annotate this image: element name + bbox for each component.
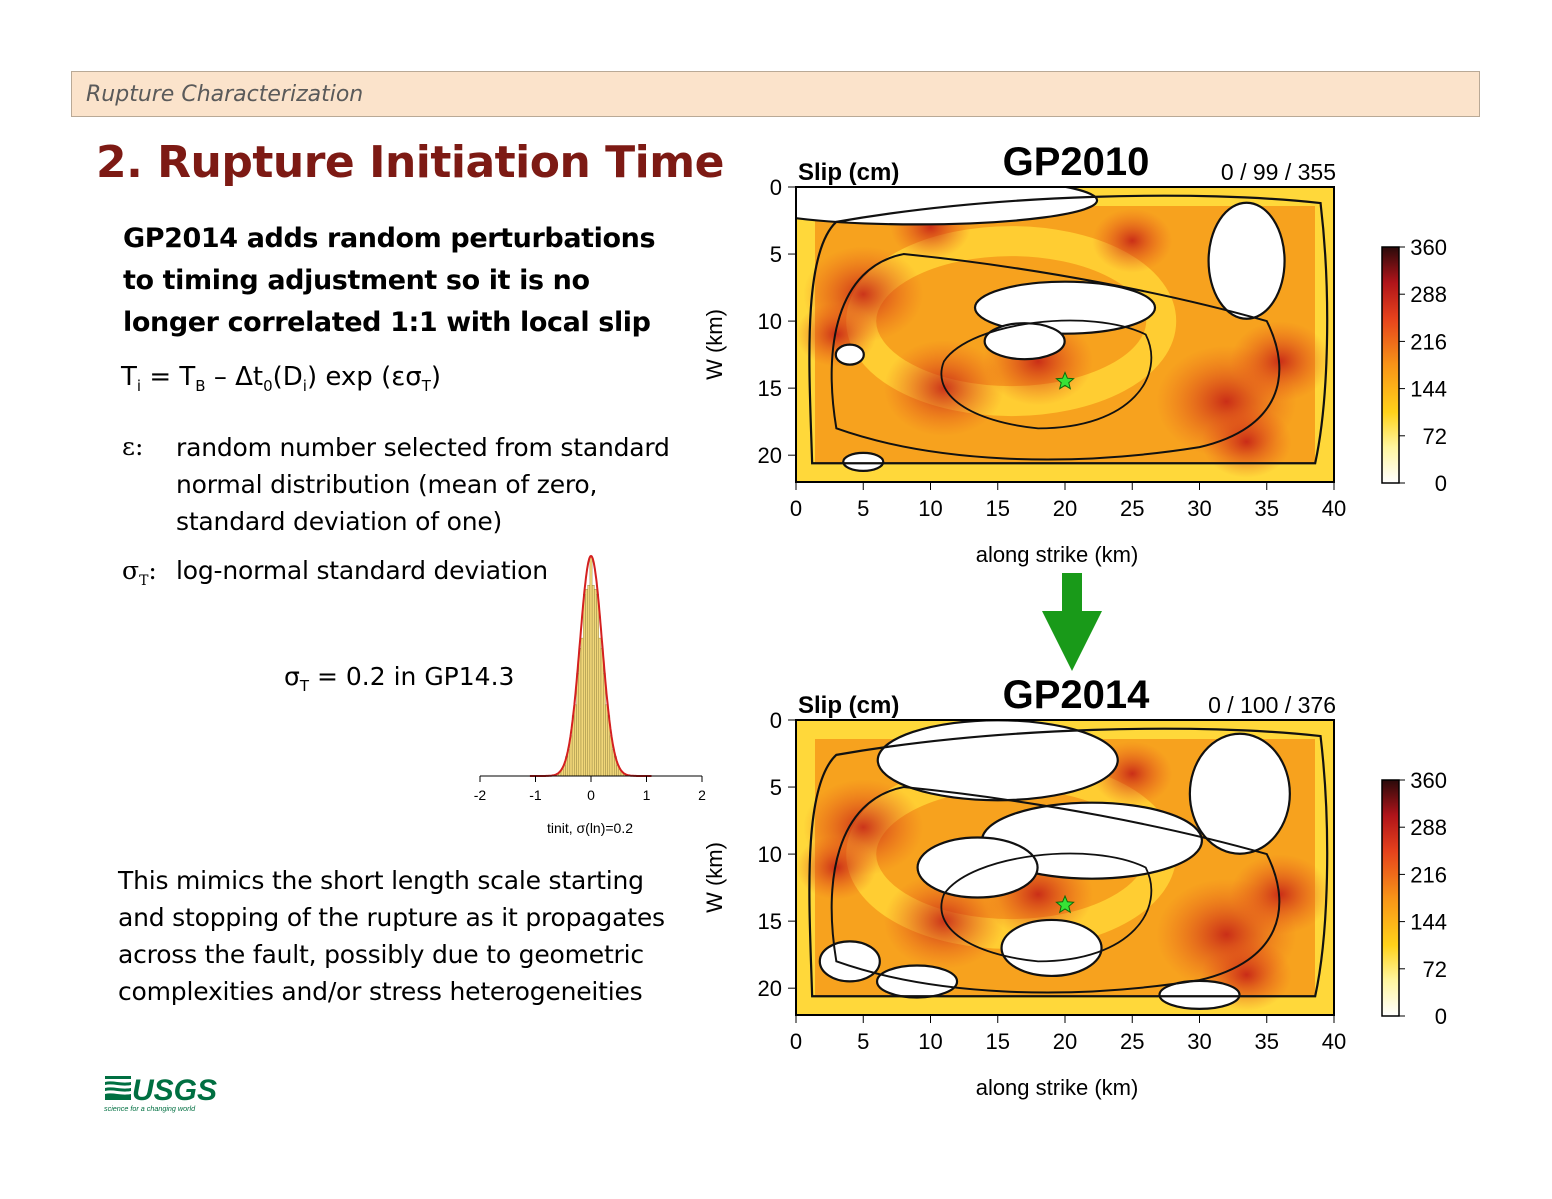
- map-y-tick: 5: [770, 242, 782, 267]
- histogram-bars: [551, 555, 631, 777]
- histogram-bar: [574, 704, 577, 777]
- map-x-tick: 10: [918, 1029, 942, 1054]
- histogram-tick-label: 1: [643, 787, 651, 803]
- map-y-tick: 0: [770, 708, 782, 733]
- timing-formula: Ti = TB – Δt0(Di) exp (εσT): [121, 362, 442, 396]
- slip-map-gp2010: GP2010 Slip (cm) 0 / 99 / 355 0 5 10 15 20 25 30 3…: [702, 140, 1447, 567]
- slip-map-gp2014: GP2014 Slip (cm) 0 / 100 / 376 0 5 10 15 20 25 30…: [702, 673, 1447, 1100]
- map-ylabel: W (km): [702, 842, 727, 913]
- map-y-tick: 10: [758, 309, 782, 334]
- histogram-tick-label: 0: [587, 787, 595, 803]
- colorbar-tick: 360: [1410, 235, 1447, 260]
- sigma-symbol: σT:: [122, 556, 157, 589]
- histogram-bar: [591, 585, 595, 777]
- conclusion-text: This mimics the short length scale start…: [118, 866, 665, 1006]
- colorbar-tick: 0: [1435, 1004, 1447, 1029]
- colorbar: [1381, 779, 1400, 1017]
- map-title: GP2010: [1003, 140, 1150, 184]
- histogram-tick-label: -2: [474, 787, 487, 803]
- colorbar-tick: 216: [1410, 862, 1447, 887]
- histogram-bar: [585, 589, 588, 777]
- colorbar-tick: 288: [1410, 815, 1447, 840]
- histogram-bar: [594, 589, 597, 777]
- colorbar-tick: 288: [1410, 282, 1447, 307]
- map-x-tick: 40: [1322, 496, 1346, 521]
- colorbar-tick: 144: [1410, 377, 1447, 402]
- map-x-tick: 0: [790, 496, 802, 521]
- map-y-tick: 0: [770, 175, 782, 200]
- section-header-text: Rupture Characterization: [86, 82, 364, 107]
- colorbar-tick: 0: [1435, 471, 1447, 496]
- map-x-tick: 25: [1120, 496, 1144, 521]
- map-x-tick: 0: [790, 1029, 802, 1054]
- histogram-bar: [596, 593, 599, 777]
- histogram-bar: [578, 648, 582, 777]
- down-arrow-icon: [1042, 573, 1102, 671]
- map-x-tick: 35: [1255, 496, 1279, 521]
- usgs-logo: USGS science for a changing world: [104, 1074, 217, 1113]
- histogram-bar: [580, 637, 584, 777]
- histogram-tick-label: 2: [698, 787, 706, 803]
- map-stats: 0 / 100 / 376: [1208, 692, 1336, 718]
- histogram-bar: [600, 648, 604, 777]
- map-x-tick: 30: [1187, 496, 1211, 521]
- colorbar-tick: 360: [1410, 768, 1447, 793]
- map-y-tick: 20: [758, 443, 782, 468]
- sigma-definition: log-normal standard deviation: [176, 556, 548, 585]
- histogram-bar: [589, 555, 593, 777]
- map-xlabel: along strike (km): [976, 542, 1139, 567]
- sigma-value-note: σT = 0.2 in GP14.3: [284, 662, 515, 695]
- map-x-tick: 10: [918, 496, 942, 521]
- map-stats: 0 / 99 / 355: [1221, 159, 1336, 185]
- map-x-tick: 5: [857, 1029, 869, 1054]
- perturbation-histogram: -2 -1 0 1 2 tinit, σ(ln)=0.2: [474, 554, 706, 836]
- slip-field: [796, 720, 1334, 1015]
- section-header-bar: Rupture Characterization: [71, 71, 1480, 117]
- usgs-logo-wordmark: USGS: [132, 1074, 217, 1107]
- map-x-tick: 30: [1187, 1029, 1211, 1054]
- colorbar-tick: 72: [1423, 957, 1447, 982]
- map-xlabel: along strike (km): [976, 1075, 1139, 1100]
- colorbar-tick: 72: [1423, 424, 1447, 449]
- slip-field: [796, 187, 1334, 482]
- map-x-tick: 15: [986, 496, 1010, 521]
- hypocenter-star-icon: [1055, 894, 1075, 914]
- histogram-bar: [587, 585, 591, 777]
- histogram-tick-label: -1: [529, 787, 542, 803]
- hypocenter-star-icon: [1055, 371, 1075, 390]
- map-x-tick: 25: [1120, 1029, 1144, 1054]
- map-x-tick: 40: [1322, 1029, 1346, 1054]
- map-y-tick: 15: [758, 376, 782, 401]
- colorbar-tick: 144: [1410, 910, 1447, 935]
- histogram-bar: [598, 637, 602, 777]
- map-title: GP2014: [1003, 673, 1151, 717]
- map-x-tick: 20: [1053, 1029, 1077, 1054]
- map-field-label: Slip (cm): [798, 692, 899, 719]
- map-y-tick: 5: [770, 775, 782, 800]
- map-ylabel: W (km): [702, 309, 727, 380]
- histogram-bar: [605, 704, 608, 777]
- colorbar-tick: 216: [1410, 329, 1447, 354]
- map-x-tick: 5: [857, 496, 869, 521]
- map-field-label: Slip (cm): [798, 159, 899, 186]
- map-x-tick: 35: [1255, 1029, 1279, 1054]
- colorbar: [1381, 246, 1400, 484]
- map-y-tick: 15: [758, 909, 782, 934]
- intro-statement: GP2014 adds random perturbations to timi…: [123, 223, 656, 338]
- slide-title: 2. Rupture Initiation Time: [96, 137, 724, 188]
- epsilon-definition: random number selected from standard nor…: [176, 433, 670, 536]
- map-x-tick: 20: [1053, 496, 1077, 521]
- usgs-tagline: science for a changing world: [104, 1104, 196, 1113]
- histogram-xlabel: tinit, σ(ln)=0.2: [547, 820, 633, 836]
- map-y-tick: 10: [758, 842, 782, 867]
- epsilon-symbol: ε:: [122, 432, 144, 461]
- histogram-bar: [583, 593, 586, 777]
- map-y-tick: 20: [758, 976, 782, 1001]
- map-x-tick: 15: [986, 1029, 1010, 1054]
